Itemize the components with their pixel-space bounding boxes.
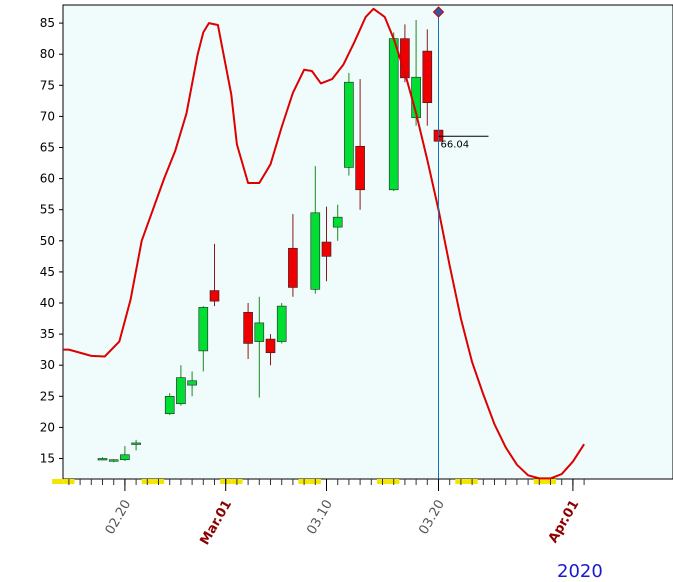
y-tick-label: 45	[40, 265, 55, 279]
y-tick-label: 25	[40, 389, 55, 403]
candle-body	[187, 380, 197, 386]
x-tick-label: Apr.01	[546, 498, 582, 546]
candle-body	[164, 395, 175, 415]
y-tick-label: 35	[40, 327, 55, 341]
cursor-diamond	[432, 6, 445, 18]
candle-body	[209, 290, 220, 302]
indicator-line	[63, 7, 585, 480]
indicator-line-path	[63, 7, 585, 480]
candle-body	[276, 305, 287, 342]
weekend-marker	[52, 479, 64, 484]
y-tick-label: 55	[40, 203, 55, 217]
candle-body	[198, 307, 209, 352]
x-tick-label: 03.10	[304, 498, 336, 538]
y-tick-label: 60	[40, 172, 55, 186]
candle-body	[243, 312, 253, 344]
candle-body	[344, 81, 354, 168]
year-label: 2020	[557, 561, 603, 582]
y-tick-label: 75	[40, 78, 55, 92]
candle-body	[120, 454, 130, 461]
plot-background	[62, 4, 673, 480]
candle-body	[355, 145, 365, 191]
x-tick-label: 03.20	[416, 498, 448, 538]
candle-body	[131, 442, 141, 445]
y-tick-label: 50	[40, 234, 55, 248]
y-tick-label: 65	[40, 141, 55, 155]
candle-body	[265, 338, 276, 354]
y-tick-label: 80	[40, 47, 55, 61]
candle-body	[422, 50, 433, 104]
candle-body	[310, 212, 321, 290]
x-tick-label: Mar.01	[198, 498, 236, 548]
y-tick-label: 15	[40, 452, 55, 466]
candle-body	[332, 216, 343, 228]
candle-body	[254, 322, 265, 342]
candle-body	[321, 241, 332, 257]
candle-body	[108, 459, 119, 462]
y-tick-label: 40	[40, 296, 55, 310]
candle-body	[97, 458, 108, 461]
candle-body	[388, 38, 399, 191]
candle-body	[288, 247, 298, 288]
cursor: 66.04	[432, 6, 489, 479]
y-tick-label: 85	[40, 16, 55, 30]
x-tick-label: 02.20	[103, 498, 135, 538]
y-tick-label: 30	[40, 358, 55, 372]
y-tick-label: 70	[40, 109, 55, 123]
y-tick-label: 20	[40, 420, 55, 434]
cursor-value-label: 66.04	[441, 139, 470, 150]
candle-body	[176, 377, 186, 405]
x-axis: 02.20 Mar.01 03.10 03.20 Apr.01	[52, 479, 585, 548]
y-axis: 15 20 25 30 35 40 45 50 55 60 65 70 75 80 85	[40, 16, 63, 466]
